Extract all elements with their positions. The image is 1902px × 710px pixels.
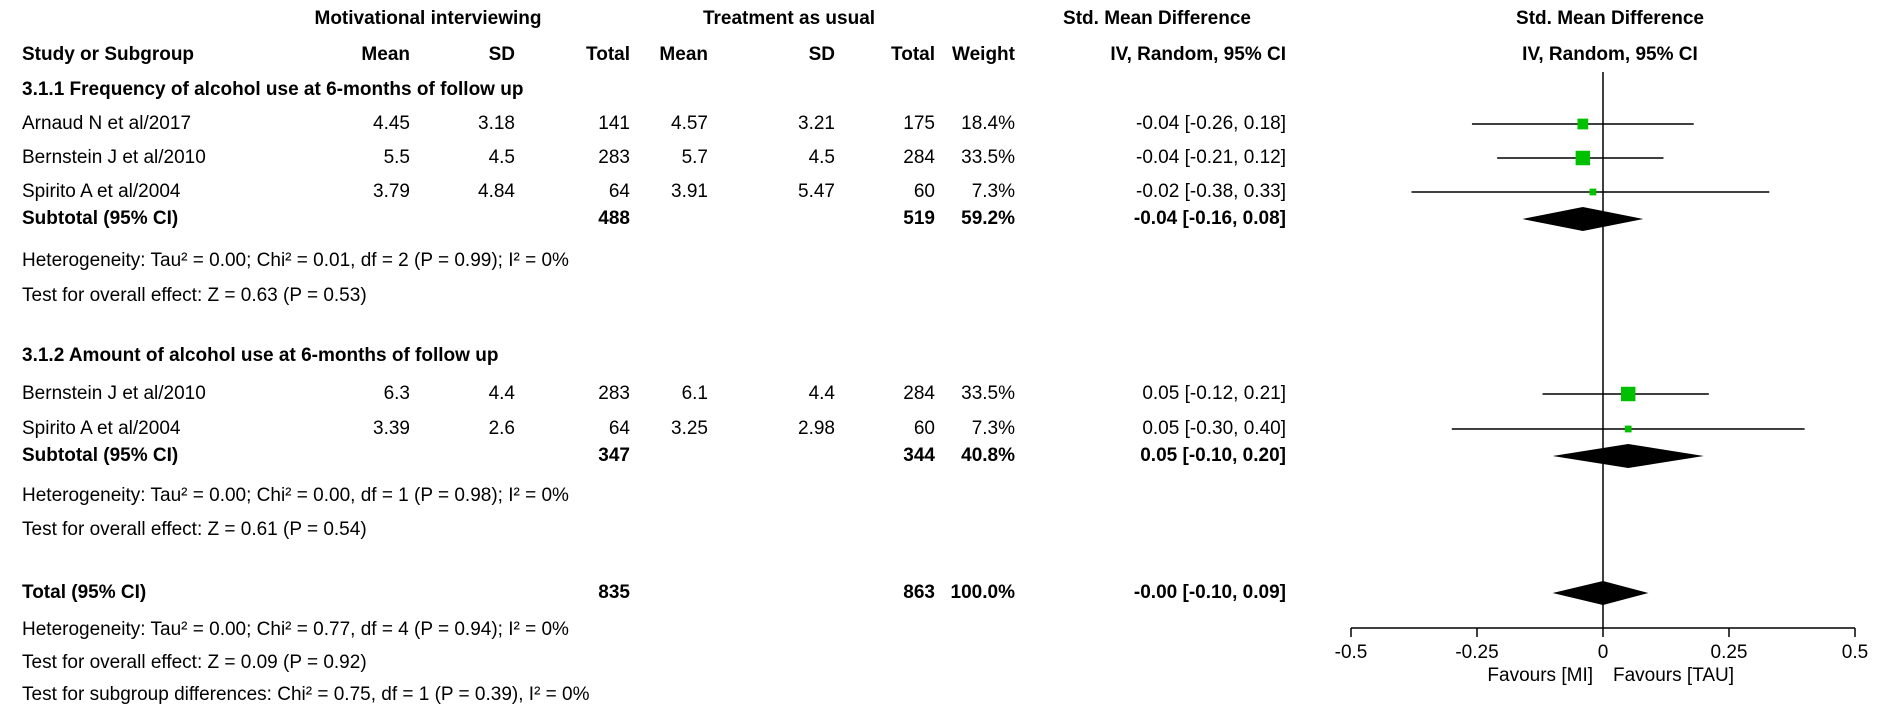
effect-ci: -0.04 [-0.26, 0.18] <box>1136 113 1286 134</box>
c-sd: 4.4 <box>808 383 835 404</box>
subtotal-c-total: 519 <box>903 208 935 229</box>
study-marker <box>1624 425 1632 433</box>
ci-method-header: IV, Random, 95% CI <box>1110 44 1286 65</box>
weight: 18.4% <box>961 113 1015 134</box>
e-sd: 4.5 <box>488 147 515 168</box>
total-effect-ci: -0.00 [-0.10, 0.09] <box>1133 582 1286 603</box>
study-marker <box>1620 386 1636 402</box>
e-mean: 3.79 <box>373 181 410 202</box>
study-marker <box>1575 150 1591 166</box>
effect-ci: 0.05 [-0.12, 0.21] <box>1142 383 1286 404</box>
c-mean: 6.1 <box>681 383 708 404</box>
heterogeneity-text: Heterogeneity: Tau² = 0.00; Chi² = 0.01,… <box>22 250 569 271</box>
c-mean-header: Mean <box>659 44 708 65</box>
e-mean-header: Mean <box>361 44 410 65</box>
overall-effect-text: Test for overall effect: Z = 0.61 (P = 0… <box>22 519 367 540</box>
c-sd: 4.5 <box>808 147 835 168</box>
weight: 7.3% <box>971 418 1015 439</box>
c-total: 60 <box>913 181 935 202</box>
total-weight: 100.0% <box>950 582 1015 603</box>
subtotal-weight: 59.2% <box>961 208 1015 229</box>
x-tick-label: -0.25 <box>1455 642 1498 663</box>
study-name: Spirito A et al/2004 <box>22 418 181 439</box>
subtotal-diamond <box>1552 444 1704 468</box>
subtotal-c-total: 344 <box>903 445 935 466</box>
c-total-header: Total <box>891 44 935 65</box>
e-sd: 4.4 <box>488 383 515 404</box>
subtotal-label: Subtotal (95% CI) <box>22 208 179 229</box>
effect-ci: 0.05 [-0.30, 0.40] <box>1142 418 1286 439</box>
e-total-header: Total <box>586 44 630 65</box>
study-marker <box>1577 118 1589 130</box>
c-total: 284 <box>903 383 935 404</box>
total-c-total: 863 <box>903 582 935 603</box>
e-mean: 3.39 <box>373 418 410 439</box>
c-total: 60 <box>913 418 935 439</box>
study-marker <box>1589 188 1597 196</box>
e-total: 64 <box>608 418 630 439</box>
c-mean: 4.57 <box>671 113 708 134</box>
weight: 7.3% <box>971 181 1015 202</box>
subtotal-diamond <box>1522 207 1644 231</box>
subgroup-differences-text: Test for subgroup differences: Chi² = 0.… <box>22 684 590 705</box>
heterogeneity-text: Heterogeneity: Tau² = 0.00; Chi² = 0.00,… <box>22 485 569 506</box>
c-total: 175 <box>903 113 935 134</box>
subgroup-2-title: 3.1.2 Amount of alcohol use at 6-months … <box>22 345 499 366</box>
e-sd: 2.6 <box>488 418 515 439</box>
subtotal-effect-ci: 0.05 [-0.10, 0.20] <box>1140 445 1286 466</box>
study-column-header: Study or Subgroup <box>22 44 195 65</box>
e-sd: 4.84 <box>478 181 515 202</box>
e-mean: 5.5 <box>383 147 410 168</box>
e-total: 283 <box>598 383 630 404</box>
study-name: Bernstein J et al/2010 <box>22 147 206 168</box>
c-sd-header: SD <box>808 44 835 65</box>
experimental-group-header: Motivational interviewing <box>314 8 542 29</box>
total-diamond <box>1552 581 1649 605</box>
c-sd: 2.98 <box>798 418 835 439</box>
c-total: 284 <box>903 147 935 168</box>
plot-method-header: IV, Random, 95% CI <box>1522 44 1698 65</box>
study-name: Arnaud N et al/2017 <box>22 113 192 134</box>
e-sd-header: SD <box>488 44 515 65</box>
study-name: Spirito A et al/2004 <box>22 181 181 202</box>
c-sd: 5.47 <box>798 181 835 202</box>
c-sd: 3.21 <box>798 113 835 134</box>
weight: 33.5% <box>961 147 1015 168</box>
favours-right-label: Favours [TAU] <box>1613 665 1734 686</box>
favours-left-label: Favours [MI] <box>1487 665 1593 686</box>
c-mean: 3.91 <box>671 181 708 202</box>
total-e-total: 835 <box>598 582 630 603</box>
study-name: Bernstein J et al/2010 <box>22 383 206 404</box>
total-label: Total (95% CI) <box>22 582 147 603</box>
plot-group-header: Std. Mean Difference <box>1516 8 1704 29</box>
weight-header: Weight <box>952 44 1015 65</box>
c-mean: 5.7 <box>681 147 708 168</box>
e-total: 141 <box>598 113 630 134</box>
subtotal-weight: 40.8% <box>961 445 1015 466</box>
x-tick-label: -0.5 <box>1335 642 1368 663</box>
total-overall-effect-text: Test for overall effect: Z = 0.09 (P = 0… <box>22 652 367 673</box>
c-mean: 3.25 <box>671 418 708 439</box>
effect-ci: -0.04 [-0.21, 0.12] <box>1136 147 1286 168</box>
subtotal-effect-ci: -0.04 [-0.16, 0.08] <box>1133 208 1286 229</box>
x-tick-label: 0.25 <box>1711 642 1748 663</box>
e-sd: 3.18 <box>478 113 515 134</box>
e-mean: 4.45 <box>373 113 410 134</box>
x-tick-label: 0 <box>1598 642 1609 663</box>
subtotal-e-total: 347 <box>598 445 630 466</box>
e-total: 283 <box>598 147 630 168</box>
subgroup-1-title: 3.1.1 Frequency of alcohol use at 6-mont… <box>22 79 524 100</box>
x-tick-label: 0.5 <box>1842 642 1868 663</box>
effect-ci: -0.02 [-0.38, 0.33] <box>1136 181 1286 202</box>
total-heterogeneity-text: Heterogeneity: Tau² = 0.00; Chi² = 0.77,… <box>22 619 569 640</box>
overall-effect-text: Test for overall effect: Z = 0.63 (P = 0… <box>22 285 367 306</box>
control-group-header: Treatment as usual <box>702 8 876 29</box>
subtotal-e-total: 488 <box>598 208 630 229</box>
e-total: 64 <box>608 181 630 202</box>
e-mean: 6.3 <box>383 383 410 404</box>
subtotal-label: Subtotal (95% CI) <box>22 445 179 466</box>
weight: 33.5% <box>961 383 1015 404</box>
effect-group-header: Std. Mean Difference <box>1063 8 1251 29</box>
